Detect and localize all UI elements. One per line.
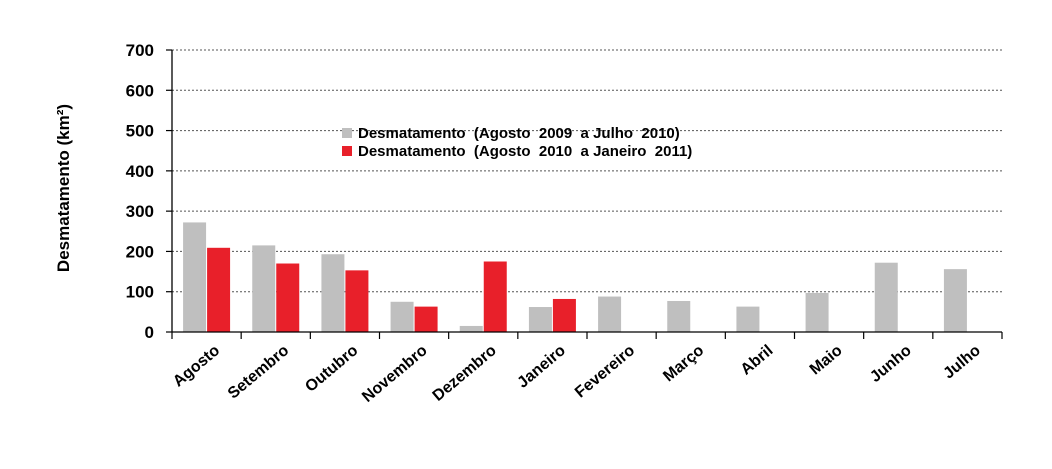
bar-series-2 — [552, 298, 576, 332]
bar-series-1 — [805, 292, 829, 332]
y-tick-label: 300 — [126, 202, 154, 221]
bar-series-1 — [943, 269, 967, 332]
x-tick-label: Março — [660, 342, 707, 385]
legend-swatch-series-2 — [342, 146, 352, 156]
bar-series-2 — [345, 270, 369, 332]
legend-label-series-1: Desmatamento (Agosto 2009 a Julho 2010) — [358, 125, 680, 142]
x-tick-label: Julho — [940, 342, 984, 383]
y-axis-title: Desmatamento (km²) — [54, 104, 73, 272]
bar-series-1 — [459, 325, 483, 332]
bar-series-1 — [874, 262, 898, 332]
x-tick-label: Junho — [867, 342, 915, 386]
bar-series-1 — [528, 307, 552, 332]
bar-series-2 — [207, 247, 231, 332]
legend-label-series-2: Desmatamento (Agosto 2010 a Janeiro 2011… — [358, 143, 692, 160]
bar-series-1 — [598, 296, 622, 332]
y-tick-label: 0 — [145, 323, 154, 342]
x-tick-label: Setembro — [225, 342, 293, 403]
bar-series-1 — [667, 300, 691, 332]
legend: Desmatamento (Agosto 2009 a Julho 2010) … — [342, 125, 692, 160]
bar-series-1 — [183, 222, 207, 332]
bar-series-2 — [414, 306, 438, 332]
grid-lines — [172, 49, 1002, 293]
y-tick-label: 200 — [126, 242, 154, 261]
axes — [171, 50, 1003, 339]
y-tick-label: 700 — [126, 41, 154, 60]
legend-swatch-series-1 — [342, 128, 352, 138]
x-tick-label: Janeiro — [514, 342, 569, 392]
x-tick-label: Agosto — [170, 342, 223, 391]
y-tick-label: 600 — [126, 81, 154, 100]
x-tick-label: Fevereiro — [572, 342, 638, 401]
bar-series-1 — [390, 301, 414, 332]
bars — [183, 222, 967, 332]
y-tick-labels: 0 100 200 300 400 500 600 700 — [126, 41, 172, 342]
bar-series-1 — [736, 306, 760, 332]
bar-series-2 — [276, 263, 300, 332]
x-tick-label: Outubro — [302, 342, 361, 396]
bar-series-1 — [321, 254, 345, 332]
y-tick-label: 100 — [126, 283, 154, 302]
bar-series-1 — [252, 245, 276, 332]
x-tick-label: Novembro — [359, 342, 431, 406]
x-tick-label: Maio — [807, 342, 846, 379]
x-tick-label: Abril — [738, 342, 777, 378]
y-tick-label: 400 — [126, 162, 154, 181]
x-tick-label: Dezembro — [430, 342, 500, 405]
y-tick-label: 500 — [126, 122, 154, 141]
bar-series-2 — [483, 261, 507, 332]
